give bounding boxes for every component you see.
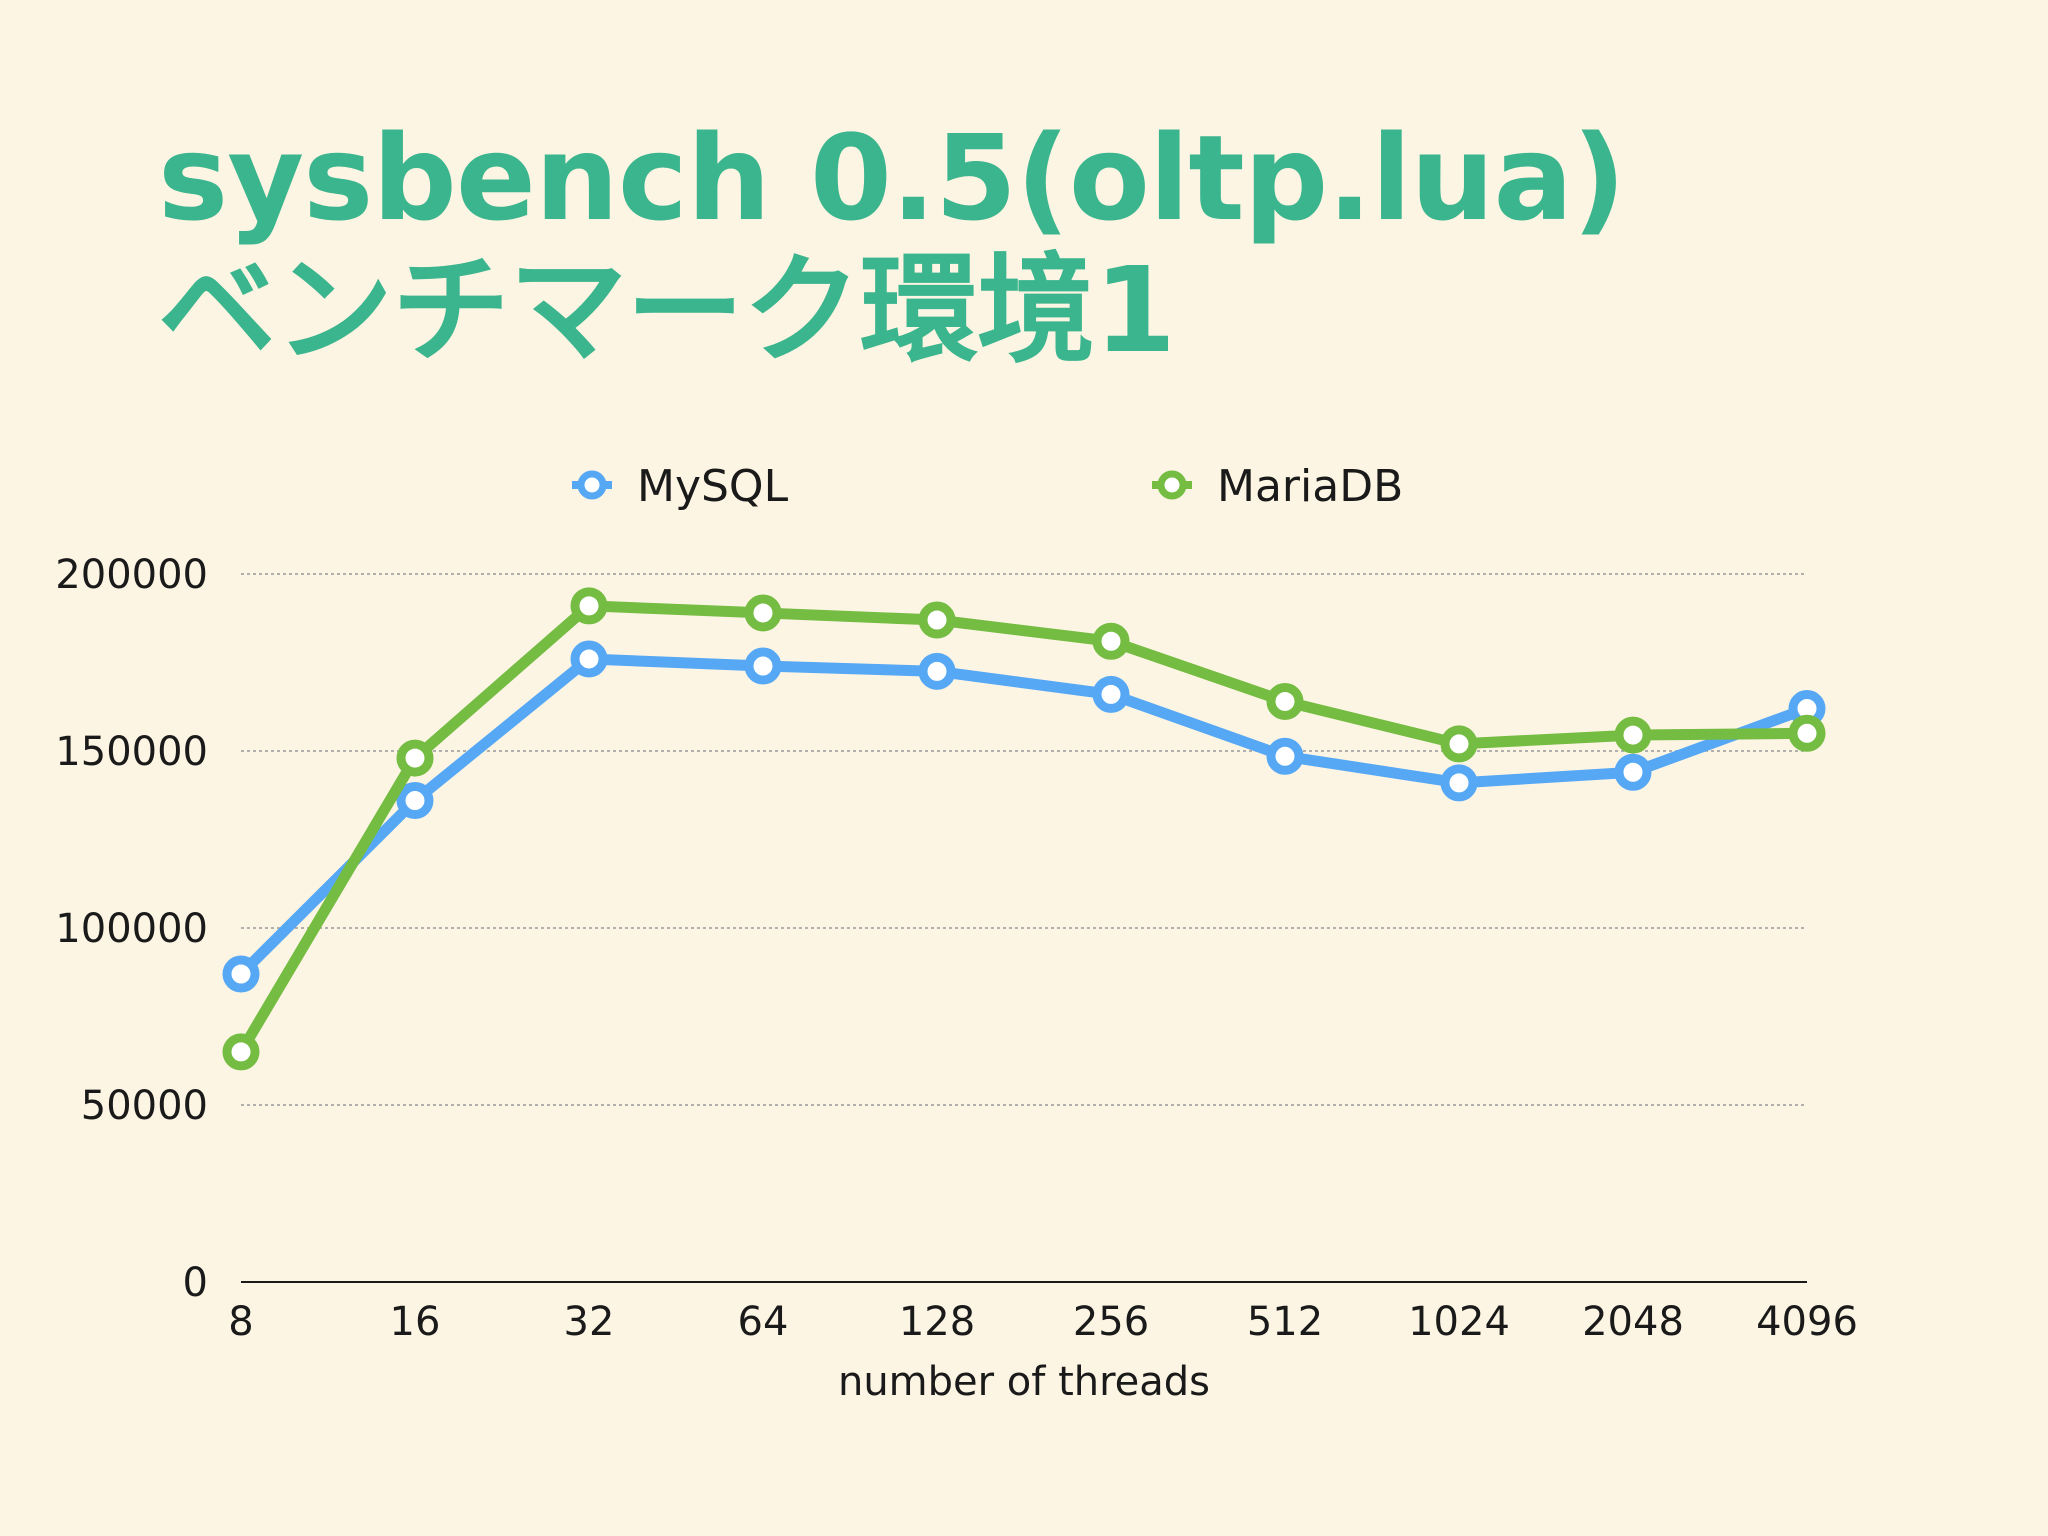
data-point-mariadb	[1092, 622, 1130, 660]
title-line-1: sysbench 0.5(oltp.lua)	[158, 109, 1626, 247]
legend-item-mysql: MySQL	[572, 461, 789, 512]
data-point-mysql	[222, 955, 260, 993]
y-tick-labels: 0 50000 100000 150000 200000	[55, 552, 208, 1306]
legend-swatch-marker	[577, 470, 607, 500]
x-tick-label: 2048	[1582, 1299, 1684, 1345]
y-tick-label: 0	[183, 1260, 208, 1306]
legend-label: MariaDB	[1217, 461, 1403, 512]
series-mysql	[222, 640, 1826, 993]
data-point-mariadb	[570, 587, 608, 625]
data-point-mysql	[396, 782, 434, 820]
data-point-mysql	[570, 640, 608, 678]
series-line-mysql	[235, 653, 1813, 980]
data-point-mariadb	[1614, 716, 1652, 754]
x-tick-label: 32	[564, 1299, 615, 1345]
x-tick-label: 128	[899, 1299, 975, 1345]
data-point-mariadb	[222, 1033, 260, 1071]
series-line-mariadb	[235, 600, 1813, 1058]
data-point-mysql	[1614, 753, 1652, 791]
x-tick-labels: 8 16 32 64 128 256 512 1024 2048 4096	[228, 1299, 1858, 1345]
data-point-mysql	[918, 652, 956, 690]
data-point-mysql	[1440, 764, 1478, 802]
series	[222, 587, 1826, 1071]
x-tick-label: 4096	[1756, 1299, 1858, 1345]
series-mariadb	[222, 587, 1826, 1071]
x-tick-label: 8	[228, 1299, 253, 1345]
legend-item-mariadb: MariaDB	[1152, 461, 1403, 512]
data-point-mariadb	[396, 739, 434, 777]
x-tick-label: 16	[390, 1299, 441, 1345]
data-point-mysql	[744, 647, 782, 685]
x-tick-label: 512	[1247, 1299, 1323, 1345]
y-tick-label: 50000	[81, 1083, 208, 1129]
y-tick-label: 150000	[55, 729, 208, 775]
x-axis-title: number of threads	[838, 1359, 1210, 1405]
legend-swatch-marker	[1157, 470, 1187, 500]
y-tick-label: 200000	[55, 552, 208, 598]
data-point-mysql	[1092, 675, 1130, 713]
data-point-mariadb	[918, 601, 956, 639]
data-point-mysql	[1266, 737, 1304, 775]
data-point-mariadb	[1440, 725, 1478, 763]
data-point-mariadb	[744, 594, 782, 632]
title-line-2: ベンチマーク環境1	[158, 241, 1176, 379]
legend: MySQL MariaDB	[572, 461, 1403, 512]
x-tick-label: 256	[1073, 1299, 1149, 1345]
data-point-mariadb	[1266, 682, 1304, 720]
grid-lines	[241, 573, 1807, 1106]
data-point-mariadb	[1788, 714, 1826, 752]
x-tick-label: 1024	[1408, 1299, 1510, 1345]
y-tick-label: 100000	[55, 906, 208, 952]
legend-label: MySQL	[637, 461, 789, 512]
x-tick-label: 64	[738, 1299, 789, 1345]
slide-title: sysbench 0.5(oltp.lua) ベンチマーク環境1	[158, 109, 1626, 379]
